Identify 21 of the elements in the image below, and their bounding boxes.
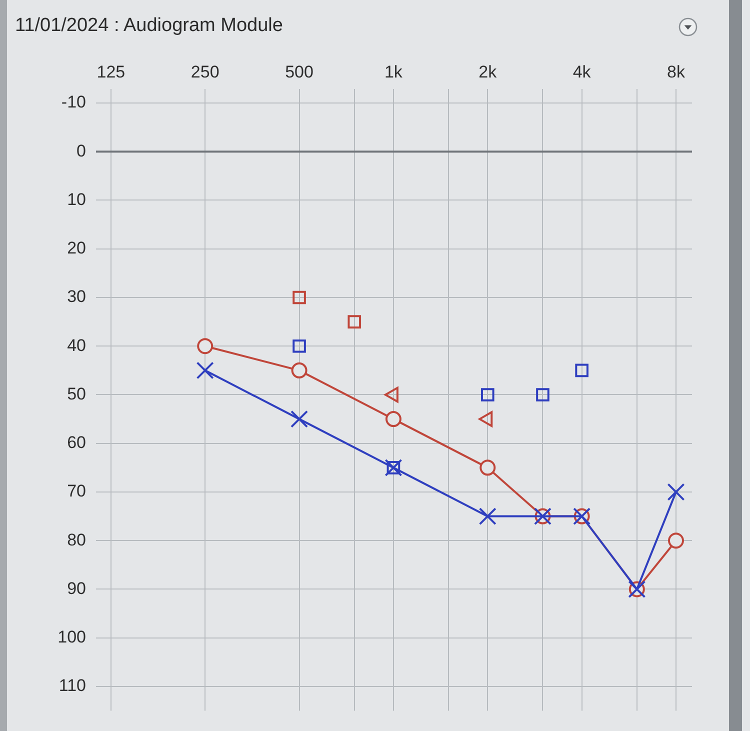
y-tick-label: 60	[67, 433, 86, 452]
y-tick-label: 80	[67, 530, 86, 550]
y-tick-label: 30	[67, 287, 86, 306]
y-tick-label: 100	[58, 628, 86, 647]
x-tick-label: 1k	[384, 62, 403, 82]
x-tick-label: 4k	[572, 62, 592, 82]
y-tick-label: 90	[67, 578, 86, 598]
y-tick-label: 20	[67, 238, 86, 258]
x-tick-label: 250	[190, 62, 220, 82]
x-tick-label: 125	[96, 62, 126, 82]
y-tick-label: 110	[58, 676, 86, 696]
y-tick-label: 0	[76, 141, 86, 160]
x-tick-label: 2k	[478, 62, 498, 82]
y-tick-label: 50	[67, 384, 86, 404]
y-tick-label: 70	[67, 482, 86, 501]
x-tick-label: 8k	[667, 62, 686, 82]
chart-title: 11/01/2024 : Audiogram Module	[15, 15, 283, 37]
y-tick-label: -10	[61, 92, 86, 112]
y-tick-label: 40	[67, 336, 86, 355]
x-tick-label: 500	[285, 62, 314, 82]
y-tick-label: 10	[67, 190, 86, 209]
